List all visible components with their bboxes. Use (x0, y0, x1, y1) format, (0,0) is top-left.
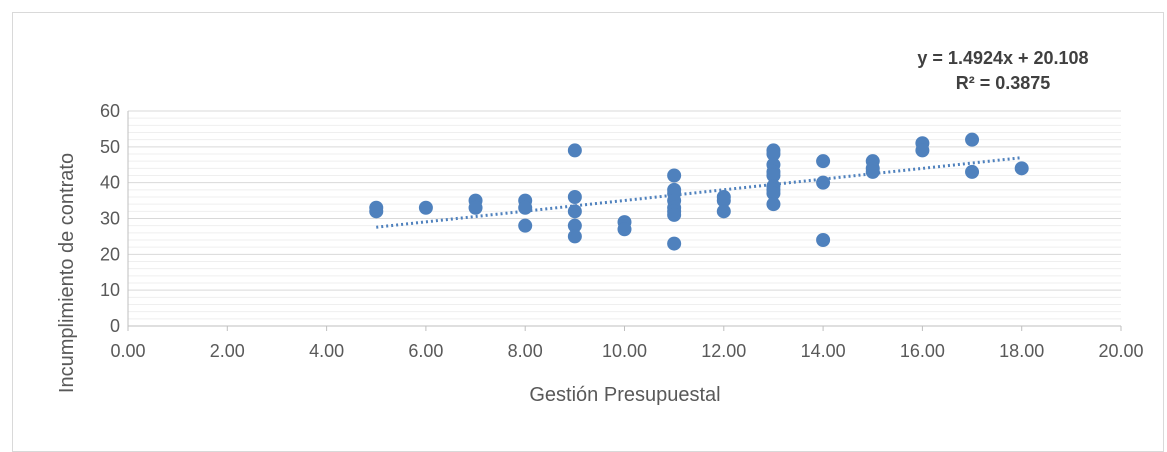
x-tick-label: 16.00 (900, 341, 945, 361)
x-tick-label: 12.00 (701, 341, 746, 361)
data-point (865, 164, 880, 179)
data-point (915, 143, 930, 158)
y-tick-label: 60 (100, 101, 120, 121)
data-point (468, 200, 483, 215)
data-point (766, 168, 781, 183)
data-point (965, 132, 980, 147)
data-point (1014, 161, 1029, 176)
data-point (816, 233, 831, 247)
data-point (518, 200, 533, 215)
data-point (567, 204, 582, 219)
y-tick-label: 50 (100, 137, 120, 157)
data-point (716, 204, 731, 219)
x-tick-label: 4.00 (309, 341, 344, 361)
x-tick-labels: 0.00 2.00 4.00 6.00 8.00 10.00 12.00 14.00 16.00… (110, 341, 1143, 361)
data-point (816, 154, 831, 169)
data-point (518, 218, 533, 233)
data-point (567, 218, 582, 233)
trendline-equation: y = 1.4924x + 20.108 (917, 48, 1088, 68)
data-point (716, 193, 731, 208)
axes (127, 111, 1122, 331)
y-tick-label: 0 (110, 316, 120, 336)
data-point (667, 168, 682, 183)
data-point (965, 164, 980, 179)
trendline (376, 156, 1022, 229)
data-point (567, 190, 582, 204)
data-points (369, 132, 1029, 251)
x-tick-label: 8.00 (508, 341, 543, 361)
data-point (816, 175, 831, 190)
data-point (567, 229, 582, 244)
y-tick-label: 40 (100, 173, 120, 193)
x-tick-label: 2.00 (210, 341, 245, 361)
trendline-r-squared: R² = 0.3875 (956, 73, 1051, 93)
data-point (766, 197, 781, 212)
x-tick-label: 10.00 (602, 341, 647, 361)
y-tick-label: 20 (100, 244, 120, 264)
data-point (369, 204, 384, 219)
data-point (766, 186, 781, 201)
data-point (667, 236, 682, 251)
x-tick-label: 0.00 (110, 341, 145, 361)
y-axis-title: Incumplimiento de contrato (56, 153, 78, 393)
x-tick-label: 14.00 (801, 341, 846, 361)
x-tick-label: 6.00 (408, 341, 443, 361)
y-tick-label: 30 (100, 209, 120, 229)
data-point (418, 200, 433, 215)
x-axis-title: Gestión Presupuestal (529, 384, 720, 406)
scatter-chart: 0 10 20 30 40 50 60 0.00 2.00 4.00 6.00 8.00 10.00 1… (56, 48, 1144, 406)
data-point (617, 222, 632, 237)
data-point (567, 143, 582, 158)
y-tick-labels: 0 10 20 30 40 50 60 (100, 101, 120, 336)
data-point (766, 147, 781, 161)
x-tick-label: 18.00 (999, 341, 1044, 361)
y-tick-label: 10 (100, 280, 120, 300)
x-tick-label: 20.00 (1098, 341, 1143, 361)
data-point (667, 207, 682, 222)
